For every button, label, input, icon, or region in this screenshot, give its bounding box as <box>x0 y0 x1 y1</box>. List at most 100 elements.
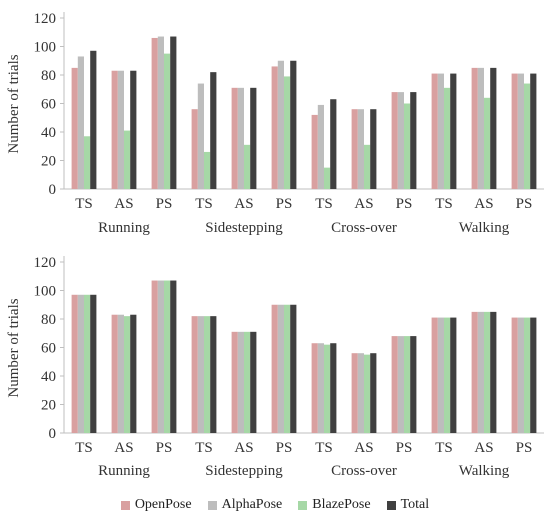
group-label-walking: Walking <box>459 220 510 236</box>
bar-blazepose-sidestepping-ts <box>204 316 211 433</box>
legend-swatch-total <box>386 500 396 510</box>
legend-swatch-alphapose <box>207 500 217 510</box>
bar-total-cross-over-ps <box>410 92 417 189</box>
x-tick-label: PS <box>276 196 293 212</box>
x-tick-label: TS <box>195 196 213 212</box>
bar-openpose-walking-ts <box>431 317 438 433</box>
x-tick-label: AS <box>354 440 373 456</box>
x-tick-label: PS <box>396 440 413 456</box>
bar-blazepose-running-ts <box>84 136 91 189</box>
bar-alphapose-cross-over-ps <box>397 336 404 433</box>
legend-swatch-openpose <box>120 500 130 510</box>
bar-openpose-running-ps <box>151 37 158 190</box>
group-label-sidestepping: Sidestepping <box>205 220 283 236</box>
legend-swatch-blazepose <box>298 500 308 510</box>
x-tick-label: TS <box>435 440 453 456</box>
bar-openpose-cross-over-ts <box>311 343 318 433</box>
x-tick-label: TS <box>75 440 93 456</box>
bar-alphapose-walking-ts <box>437 317 444 433</box>
bar-alphapose-cross-over-ts <box>317 343 324 433</box>
bar-alphapose-walking-ts <box>437 73 444 189</box>
bar-blazepose-running-ps <box>164 53 171 189</box>
bar-total-walking-ps <box>530 73 537 189</box>
y-tick-label: 20 <box>41 398 56 414</box>
bar-total-sidestepping-ts <box>210 316 217 433</box>
group-label-running: Running <box>98 463 150 479</box>
bar-alphapose-sidestepping-ts <box>197 83 204 189</box>
group-label-cross-over: Cross-over <box>331 463 397 479</box>
bar-openpose-sidestepping-as <box>231 87 238 189</box>
group-label-sidestepping: Sidestepping <box>205 463 283 479</box>
bar-openpose-cross-over-as <box>351 353 358 433</box>
bar-total-cross-over-ts <box>330 343 337 433</box>
bar-total-sidestepping-ts <box>210 72 217 189</box>
group-label-walking: Walking <box>459 463 510 479</box>
bar-total-sidestepping-ps <box>290 304 297 433</box>
bar-blazepose-running-as <box>124 130 131 189</box>
bar-alphapose-sidestepping-as <box>237 331 244 433</box>
bar-total-running-ts <box>90 50 97 190</box>
y-tick-label: 0 <box>49 426 57 442</box>
bar-total-running-as <box>130 70 137 189</box>
legend-item-blazepose: BlazePose <box>298 497 371 513</box>
bar-alphapose-running-as <box>117 70 124 189</box>
bar-blazepose-cross-over-ts <box>324 167 331 189</box>
bar-blazepose-running-ps <box>164 280 171 433</box>
bar-alphapose-running-ps <box>157 36 164 190</box>
bar-openpose-sidestepping-ps <box>271 66 278 189</box>
bar-openpose-walking-ps <box>511 73 518 189</box>
bar-total-walking-ts <box>450 317 457 433</box>
bar-blazepose-cross-over-ps <box>404 103 411 189</box>
bar-alphapose-sidestepping-ps <box>277 60 284 189</box>
bar-openpose-sidestepping-ts <box>191 316 198 433</box>
y-tick-label: 40 <box>41 125 56 141</box>
bar-alphapose-cross-over-ps <box>397 92 404 189</box>
bar-alphapose-running-ts <box>77 294 84 433</box>
x-tick-label: AS <box>474 196 493 212</box>
y-tick-label: 60 <box>41 97 56 113</box>
bar-total-running-as <box>130 314 137 433</box>
bar-alphapose-walking-as <box>477 311 484 433</box>
bar-total-cross-over-ts <box>330 99 337 189</box>
bar-alphapose-sidestepping-ts <box>197 316 204 433</box>
x-tick-label: PS <box>276 440 293 456</box>
x-tick-label: TS <box>195 440 213 456</box>
bar-total-running-ps <box>170 280 177 433</box>
x-tick-label: AS <box>234 196 253 212</box>
bar-blazepose-running-as <box>124 316 131 433</box>
bar-openpose-walking-ts <box>431 73 438 189</box>
bar-blazepose-running-ts <box>84 294 91 433</box>
bar-openpose-sidestepping-ps <box>271 304 278 433</box>
bar-total-walking-as <box>490 311 497 433</box>
bar-total-sidestepping-as <box>250 87 257 189</box>
legend-item-alphapose: AlphaPose <box>207 497 283 513</box>
legend-label-alphapose: AlphaPose <box>221 497 283 512</box>
bar-openpose-sidestepping-as <box>231 331 238 433</box>
y-tick-label: 120 <box>34 11 57 27</box>
legend-label-blazepose: BlazePose <box>312 497 371 512</box>
bar-total-walking-as <box>490 67 497 189</box>
legend-item-total: Total <box>386 497 429 513</box>
y-tick-label: 60 <box>41 341 56 357</box>
bar-blazepose-walking-as <box>484 311 491 433</box>
y-tick-label: 120 <box>34 255 57 271</box>
bar-alphapose-running-as <box>117 314 124 433</box>
group-label-cross-over: Cross-over <box>331 220 397 236</box>
x-tick-label: TS <box>315 196 333 212</box>
bar-blazepose-sidestepping-ts <box>204 151 211 189</box>
bar-total-sidestepping-as <box>250 331 257 433</box>
bar-blazepose-cross-over-ps <box>404 336 411 433</box>
bar-total-running-ts <box>90 294 97 433</box>
bar-blazepose-walking-ps <box>524 317 531 433</box>
bar-blazepose-sidestepping-as <box>244 331 251 433</box>
bar-blazepose-cross-over-as <box>364 354 371 433</box>
y-tick-label: 0 <box>49 182 57 198</box>
x-tick-label: TS <box>75 196 93 212</box>
y-axis-label: Number of trials <box>6 298 22 397</box>
bar-openpose-walking-ps <box>511 317 518 433</box>
group-label-running: Running <box>98 220 150 236</box>
bar-blazepose-walking-ps <box>524 83 531 189</box>
bar-alphapose-walking-ps <box>517 73 524 189</box>
bar-openpose-sidestepping-ts <box>191 109 198 189</box>
legend-item-openpose: OpenPose <box>120 497 192 513</box>
